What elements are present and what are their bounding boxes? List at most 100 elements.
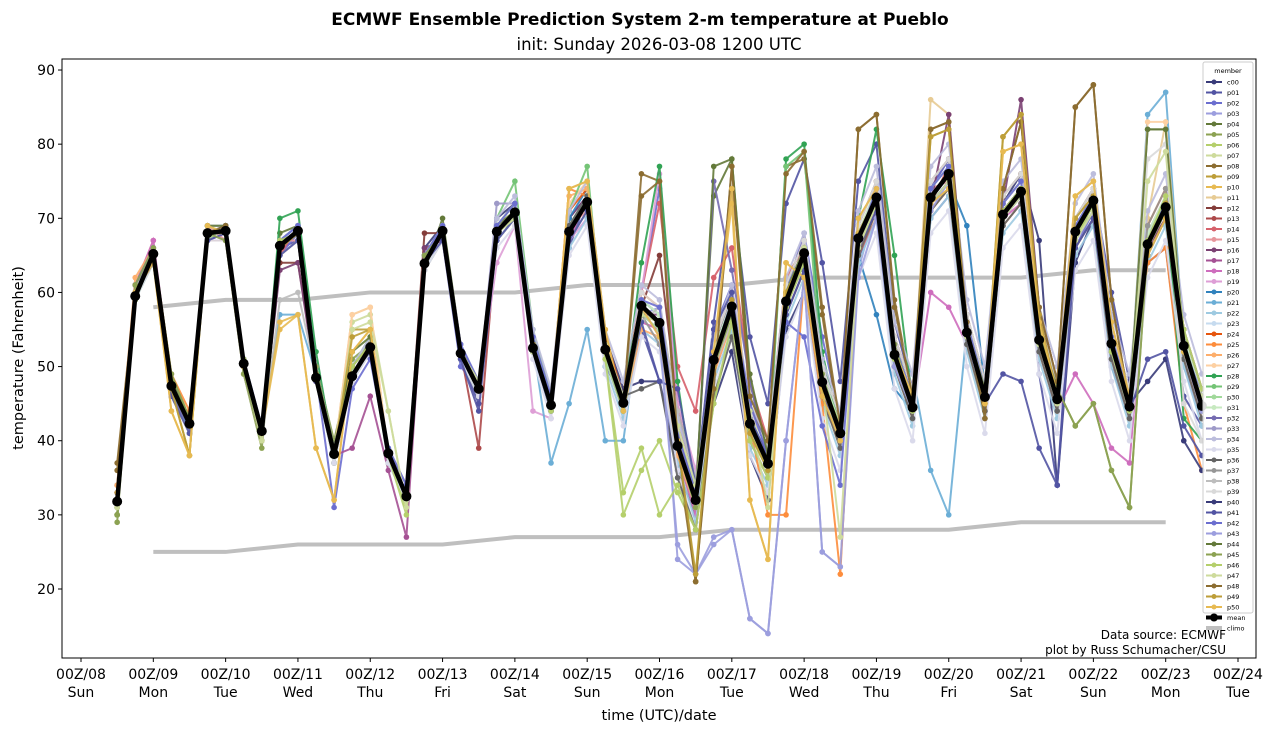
legend-item-p11: p11 xyxy=(1206,194,1239,202)
legend-item-p32: p32 xyxy=(1206,414,1239,422)
data-source-note: Data source: ECMWF xyxy=(1101,628,1226,642)
x-tick-day-label: Thu xyxy=(356,685,383,701)
member-point xyxy=(964,222,970,229)
legend-item-p25: p25 xyxy=(1206,341,1239,349)
mean-point xyxy=(1088,195,1099,206)
legend-label: p22 xyxy=(1227,309,1239,317)
legend-label: mean xyxy=(1227,614,1245,622)
member-point xyxy=(873,311,880,318)
legend-label: p31 xyxy=(1227,404,1239,412)
member-point xyxy=(620,408,627,414)
member-point xyxy=(1000,185,1006,192)
y-tick-label: 30 xyxy=(37,508,55,524)
legend-label: p14 xyxy=(1227,225,1239,233)
x-tick-label: 00Z/12 xyxy=(345,667,395,683)
member-point xyxy=(656,163,663,170)
mean-point xyxy=(220,225,231,236)
member-point xyxy=(439,215,446,222)
legend-label: p32 xyxy=(1227,414,1239,422)
legend-marker xyxy=(1211,153,1217,158)
member-point xyxy=(837,378,844,385)
member-point xyxy=(1144,126,1151,133)
member-point xyxy=(747,334,753,340)
legend-item-p05: p05 xyxy=(1206,131,1239,139)
mean-point xyxy=(799,248,810,259)
member-point xyxy=(638,386,645,392)
member-point xyxy=(277,297,283,303)
member-point xyxy=(783,156,789,162)
legend-marker xyxy=(1211,573,1217,578)
legend-marker xyxy=(1211,478,1217,484)
legend-label: p36 xyxy=(1227,456,1239,464)
member-point xyxy=(801,237,807,244)
member-point xyxy=(512,178,518,185)
member-point xyxy=(1180,400,1187,407)
member-point xyxy=(1072,104,1079,110)
legend-item-p36: p36 xyxy=(1206,456,1239,464)
mean-point xyxy=(1160,202,1171,213)
member-point xyxy=(927,133,934,140)
mean-point xyxy=(1070,226,1081,237)
member-point xyxy=(891,386,898,392)
legend-marker xyxy=(1211,79,1217,85)
legend-label: p26 xyxy=(1227,351,1239,359)
mean-point xyxy=(889,349,900,360)
member-point xyxy=(656,437,663,444)
member-point xyxy=(873,185,880,192)
member-point xyxy=(656,297,663,303)
x-tick-label: 00Z/20 xyxy=(924,667,974,683)
legend-item-p27: p27 xyxy=(1206,362,1239,370)
legend-item-p31: p31 xyxy=(1206,404,1239,412)
mean-point xyxy=(1124,401,1135,412)
legend-label: p33 xyxy=(1227,425,1239,433)
legend-marker xyxy=(1211,331,1217,337)
legend-item-p37: p37 xyxy=(1206,467,1239,475)
legend-marker xyxy=(1211,142,1217,148)
mean-point xyxy=(618,397,629,408)
legend-marker xyxy=(1211,258,1217,263)
mean-point xyxy=(329,449,340,460)
member-point xyxy=(855,178,862,185)
legend-label: p42 xyxy=(1227,519,1239,527)
mean-point xyxy=(1034,334,1045,345)
legend-marker xyxy=(1211,510,1217,515)
member-point xyxy=(747,452,753,459)
legend-label: p05 xyxy=(1227,131,1239,139)
member-point xyxy=(1018,96,1024,103)
mean-point xyxy=(726,301,737,312)
legend-item-p33: p33 xyxy=(1206,425,1239,433)
member-point xyxy=(385,467,392,474)
legend-marker xyxy=(1211,363,1217,368)
x-axis-label: time (UTC)/date xyxy=(601,708,716,724)
member-point xyxy=(765,467,771,474)
member-point xyxy=(837,437,844,444)
x-tick-label: 00Z/24 xyxy=(1213,667,1263,683)
member-point xyxy=(783,437,789,444)
member-point xyxy=(385,408,392,414)
y-axis: 20 30 40 50 60 70 80 90 xyxy=(37,63,62,598)
legend-item-c00: c00 xyxy=(1206,78,1239,86)
member-point xyxy=(765,630,771,637)
x-tick-day-label: Fri xyxy=(434,685,451,701)
x-tick-day-label: Wed xyxy=(789,685,820,701)
legend-item-p01: p01 xyxy=(1206,89,1239,97)
legend-marker xyxy=(1211,279,1217,284)
member-point xyxy=(674,482,681,489)
legend-item-p20: p20 xyxy=(1206,288,1239,296)
member-point xyxy=(674,378,681,385)
member-point xyxy=(674,556,681,563)
member-point xyxy=(475,408,482,414)
legend-item-p44: p44 xyxy=(1206,540,1239,548)
legend-label: p28 xyxy=(1227,372,1239,380)
member-point xyxy=(493,215,500,222)
mean-series xyxy=(112,168,1207,507)
legend-item-p35: p35 xyxy=(1206,446,1239,454)
member-point xyxy=(656,512,663,518)
legend-label: p25 xyxy=(1227,341,1239,349)
mean-point xyxy=(997,209,1008,220)
member-point xyxy=(945,156,952,162)
legend-label: p46 xyxy=(1227,561,1239,569)
legend-marker xyxy=(1211,237,1217,242)
member-point xyxy=(1162,119,1169,125)
